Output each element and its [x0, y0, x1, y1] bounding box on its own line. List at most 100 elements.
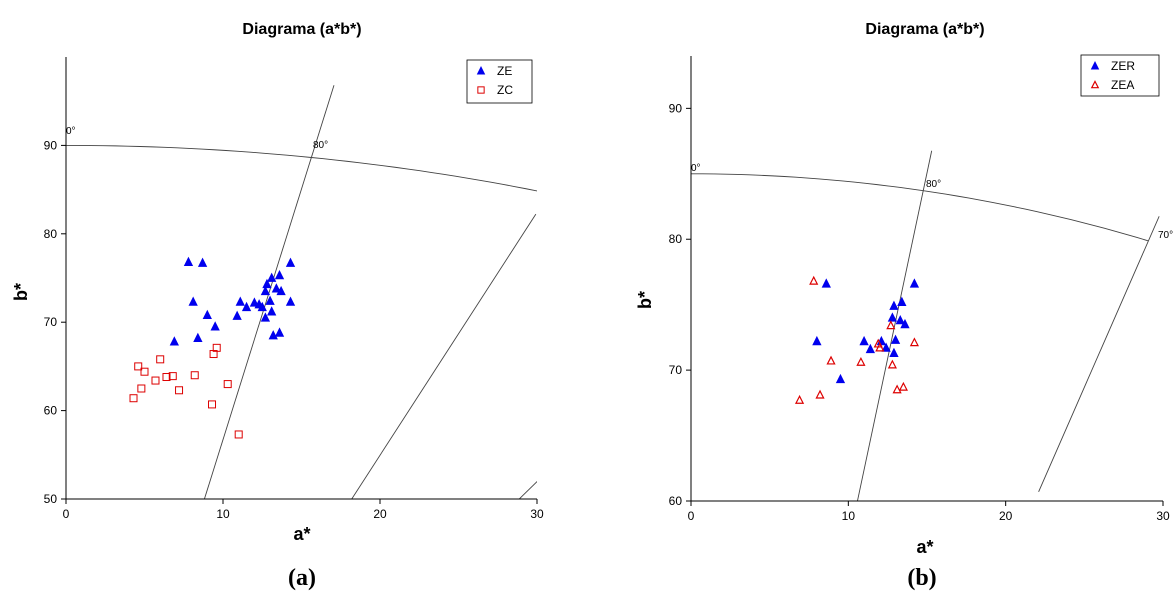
data-point-ze: [285, 296, 296, 306]
chart-b-legend-marker-zer: [1090, 61, 1100, 70]
data-point-ze: [169, 336, 179, 346]
legend-item-zea: ZEA: [1111, 78, 1134, 92]
data-point-ze: [271, 283, 282, 293]
data-point-zc: [156, 355, 165, 364]
chart-b-series-zea: [794, 275, 919, 404]
chart-a-y-tick-label: 70: [44, 315, 58, 329]
data-point-ze: [232, 310, 242, 320]
chart-b-hue-label: 70°: [1158, 230, 1173, 241]
data-point-zer: [890, 334, 901, 344]
data-point-zc: [162, 373, 171, 382]
data-point-ze: [188, 296, 198, 306]
data-point-ze: [267, 272, 277, 282]
chart-a-y-tick-label: 60: [44, 404, 58, 418]
chart-b: Diagrama (a*b*) 0° 80° 70° 0 10 20 30 60 70 80 90 Z…: [635, 21, 1173, 591]
chart-a-hue-lines: [66, 85, 537, 499]
chart-b-hue-line-80: [856, 150, 933, 501]
data-point-zea: [856, 356, 866, 366]
chart-b-legend-box: [1080, 54, 1160, 97]
legend-item-zc: ZC: [497, 83, 513, 97]
chart-b-title: Diagrama (a*b*): [865, 21, 984, 38]
data-point-ze: [197, 257, 208, 267]
data-point-zer: [889, 347, 899, 358]
chart-b-xlabel: a*: [916, 537, 933, 557]
data-point-zea: [815, 389, 825, 399]
chart-b-x-tick-label: 10: [842, 509, 856, 523]
chart-b-ylabel: b*: [635, 291, 655, 309]
data-point-zea: [826, 355, 836, 365]
chart-b-panel-label: (b): [907, 565, 936, 591]
data-point-zer: [909, 278, 920, 288]
data-point-zc: [134, 362, 143, 371]
data-point-zer: [887, 312, 898, 322]
data-point-zer: [900, 318, 910, 329]
data-point-zer: [859, 335, 869, 346]
chart-a-hue-label: 80°: [313, 140, 328, 151]
data-point-zc: [137, 384, 146, 393]
chart-a-series-zc: [129, 343, 243, 439]
data-point-zer: [865, 343, 876, 354]
chart-a-legend-marker-ze: [476, 66, 486, 75]
chart-b-legend-marker-zea: [1090, 80, 1100, 89]
data-point-zc: [129, 394, 138, 403]
data-point-ze: [210, 321, 220, 331]
chart-b-hue-label: 80°: [926, 179, 941, 190]
chart-a-x-tick-label: 0: [63, 507, 70, 521]
chart-a-series-ze: [169, 256, 296, 346]
data-point-zea: [887, 359, 897, 369]
data-point-ze: [285, 257, 296, 267]
data-point-ze: [276, 285, 286, 296]
data-point-ze: [262, 278, 272, 289]
data-point-zer: [821, 278, 831, 288]
data-point-ze: [193, 332, 203, 343]
chart-a-legend-marker-zc: [477, 86, 485, 94]
chart-a: Diagrama (a*b*) 0° 80° 0 10 20 30 50 60 70 80 90 ZE…: [11, 21, 544, 591]
data-point-zc: [151, 376, 160, 385]
data-point-ze: [183, 256, 194, 266]
data-point-ze: [202, 309, 212, 320]
chart-a-y-tick-label: 50: [44, 492, 58, 506]
data-point-ze: [260, 312, 271, 322]
chart-b-legend: ZER ZEA: [1080, 54, 1160, 97]
chart-b-hue-label: 0°: [691, 163, 701, 174]
data-point-zer: [881, 342, 891, 352]
data-point-zc: [190, 371, 199, 380]
data-point-ze: [241, 301, 252, 312]
chart-a-panel-label: (a): [288, 565, 316, 591]
chart-b-hue-lines: [691, 150, 1160, 501]
chart-a-legend: ZE ZC: [466, 59, 533, 104]
data-point-ze: [235, 296, 245, 306]
chart-a-x-tick-label: 20: [373, 507, 387, 521]
data-point-zc: [175, 386, 184, 395]
chart-a-ylabel: b*: [11, 283, 31, 301]
data-point-ze: [274, 327, 285, 337]
data-point-zer: [889, 300, 899, 310]
data-point-zea: [794, 394, 805, 404]
data-point-zc: [168, 372, 177, 381]
data-point-zea: [886, 320, 896, 330]
chart-a-plot-area: 0° 80° 0 10 20 30 50 60 70 80 90 ZE ZC: [44, 57, 544, 521]
legend-item-ze: ZE: [497, 64, 512, 78]
chart-a-title: Diagrama (a*b*): [242, 21, 361, 38]
data-point-ze: [257, 301, 267, 312]
data-point-zer: [835, 373, 846, 384]
chart-b-y-tick-label: 90: [669, 101, 683, 115]
chart-b-y-tick-label: 80: [669, 232, 683, 246]
chart-a-hue-line-70: [351, 213, 537, 499]
chart-b-x-tick-label: 30: [1156, 509, 1170, 523]
data-point-ze: [274, 269, 285, 280]
data-point-zc: [223, 380, 232, 389]
data-point-zer: [895, 314, 905, 325]
chart-b-y-tick-label: 60: [669, 494, 683, 508]
legend-item-zer: ZER: [1111, 59, 1135, 73]
chart-a-y-tick-label: 90: [44, 138, 58, 152]
chart-b-y-tick-label: 70: [669, 363, 683, 377]
chart-b-plot-area: 0° 80° 70° 0 10 20 30 60 70 80 90 ZER ZEA: [669, 54, 1173, 523]
data-point-zer: [812, 335, 822, 346]
data-point-ze: [268, 330, 278, 340]
chart-a-legend-box: [466, 59, 533, 104]
data-point-ze: [260, 285, 271, 296]
data-point-zc: [140, 367, 149, 376]
data-point-ze: [267, 306, 277, 316]
